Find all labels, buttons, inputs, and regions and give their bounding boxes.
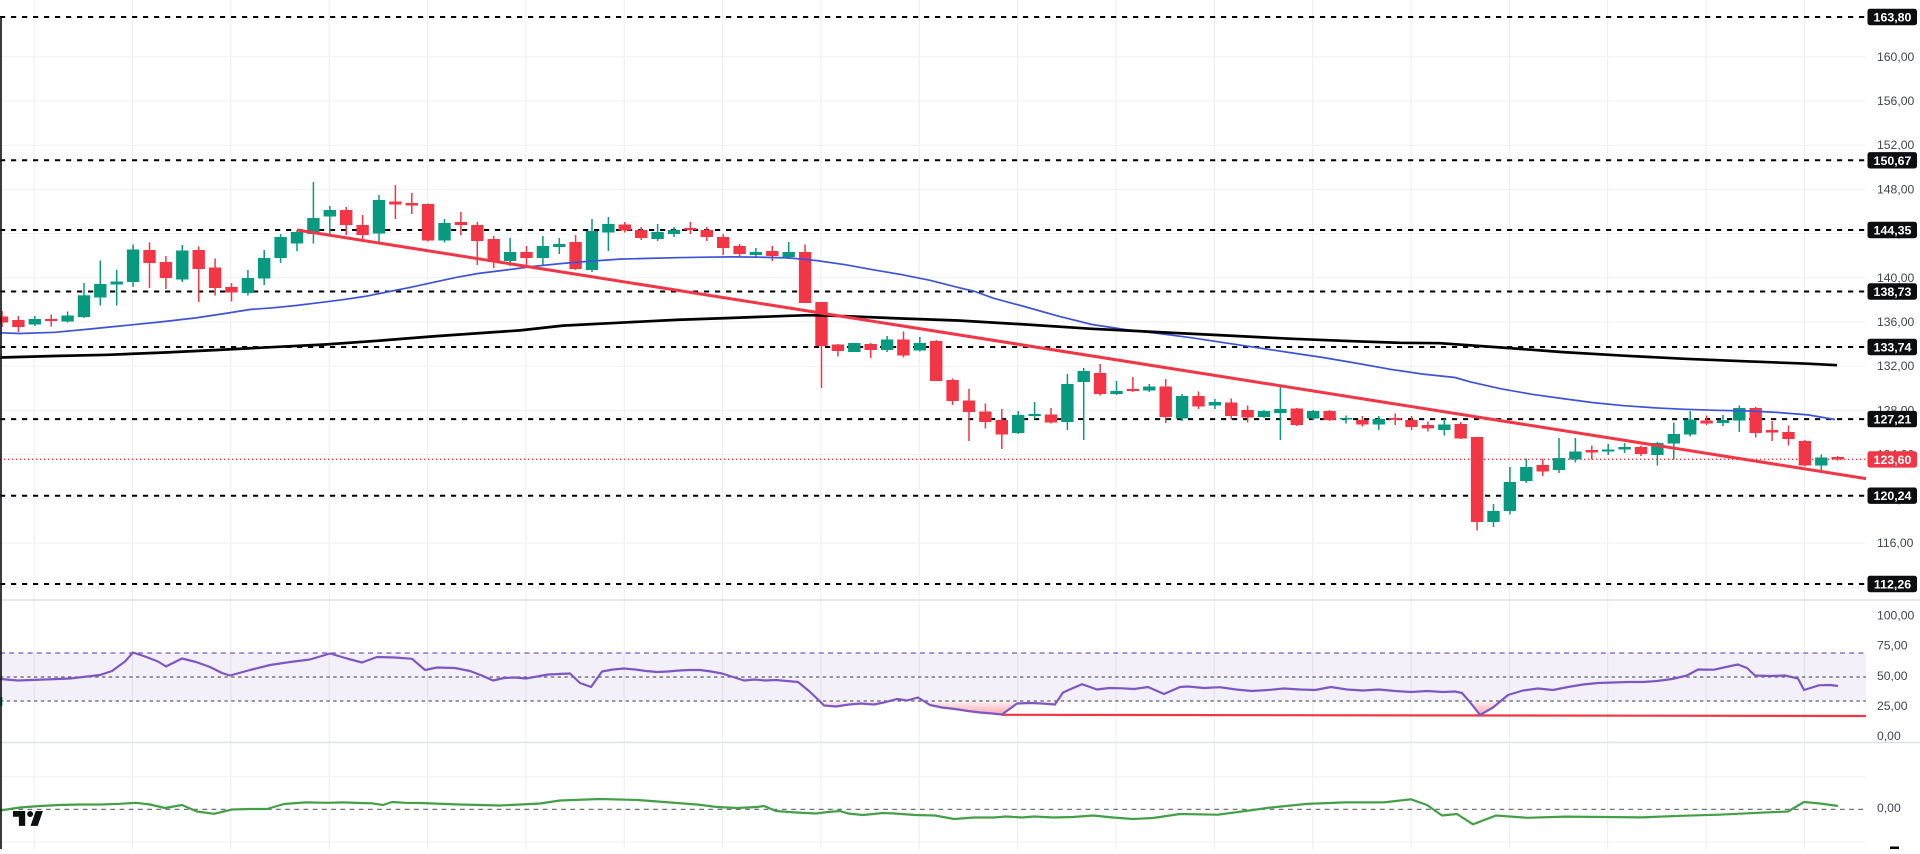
svg-text:152,00: 152,00 xyxy=(1877,138,1914,152)
svg-text:120,24: 120,24 xyxy=(1874,489,1912,503)
svg-text:50,00: 50,00 xyxy=(1877,669,1908,683)
svg-text:75,00: 75,00 xyxy=(1877,639,1908,653)
svg-text:150,67: 150,67 xyxy=(1874,154,1912,168)
svg-text:156,00: 156,00 xyxy=(1877,94,1914,108)
svg-text:136,00: 136,00 xyxy=(1877,315,1914,329)
svg-text:144,35: 144,35 xyxy=(1874,224,1912,238)
svg-text:25,00: 25,00 xyxy=(1877,699,1908,713)
svg-text:148,00: 148,00 xyxy=(1877,182,1914,196)
svg-text:133,74: 133,74 xyxy=(1874,341,1912,355)
svg-text:112,26: 112,26 xyxy=(1874,578,1911,592)
svg-text:116,00: 116,00 xyxy=(1877,536,1914,550)
svg-text:138,73: 138,73 xyxy=(1874,285,1912,299)
svg-text:127,21: 127,21 xyxy=(1874,413,1912,427)
svg-text:100,00: 100,00 xyxy=(1877,609,1914,623)
svg-text:160,00: 160,00 xyxy=(1877,50,1914,64)
svg-text:0,00: 0,00 xyxy=(1877,729,1901,743)
svg-text:0,00: 0,00 xyxy=(1877,801,1901,815)
svg-text:163,80: 163,80 xyxy=(1874,11,1912,25)
svg-text:140,00: 140,00 xyxy=(1877,271,1914,285)
svg-text:132,00: 132,00 xyxy=(1877,359,1914,373)
svg-text:123,60: 123,60 xyxy=(1874,453,1912,467)
